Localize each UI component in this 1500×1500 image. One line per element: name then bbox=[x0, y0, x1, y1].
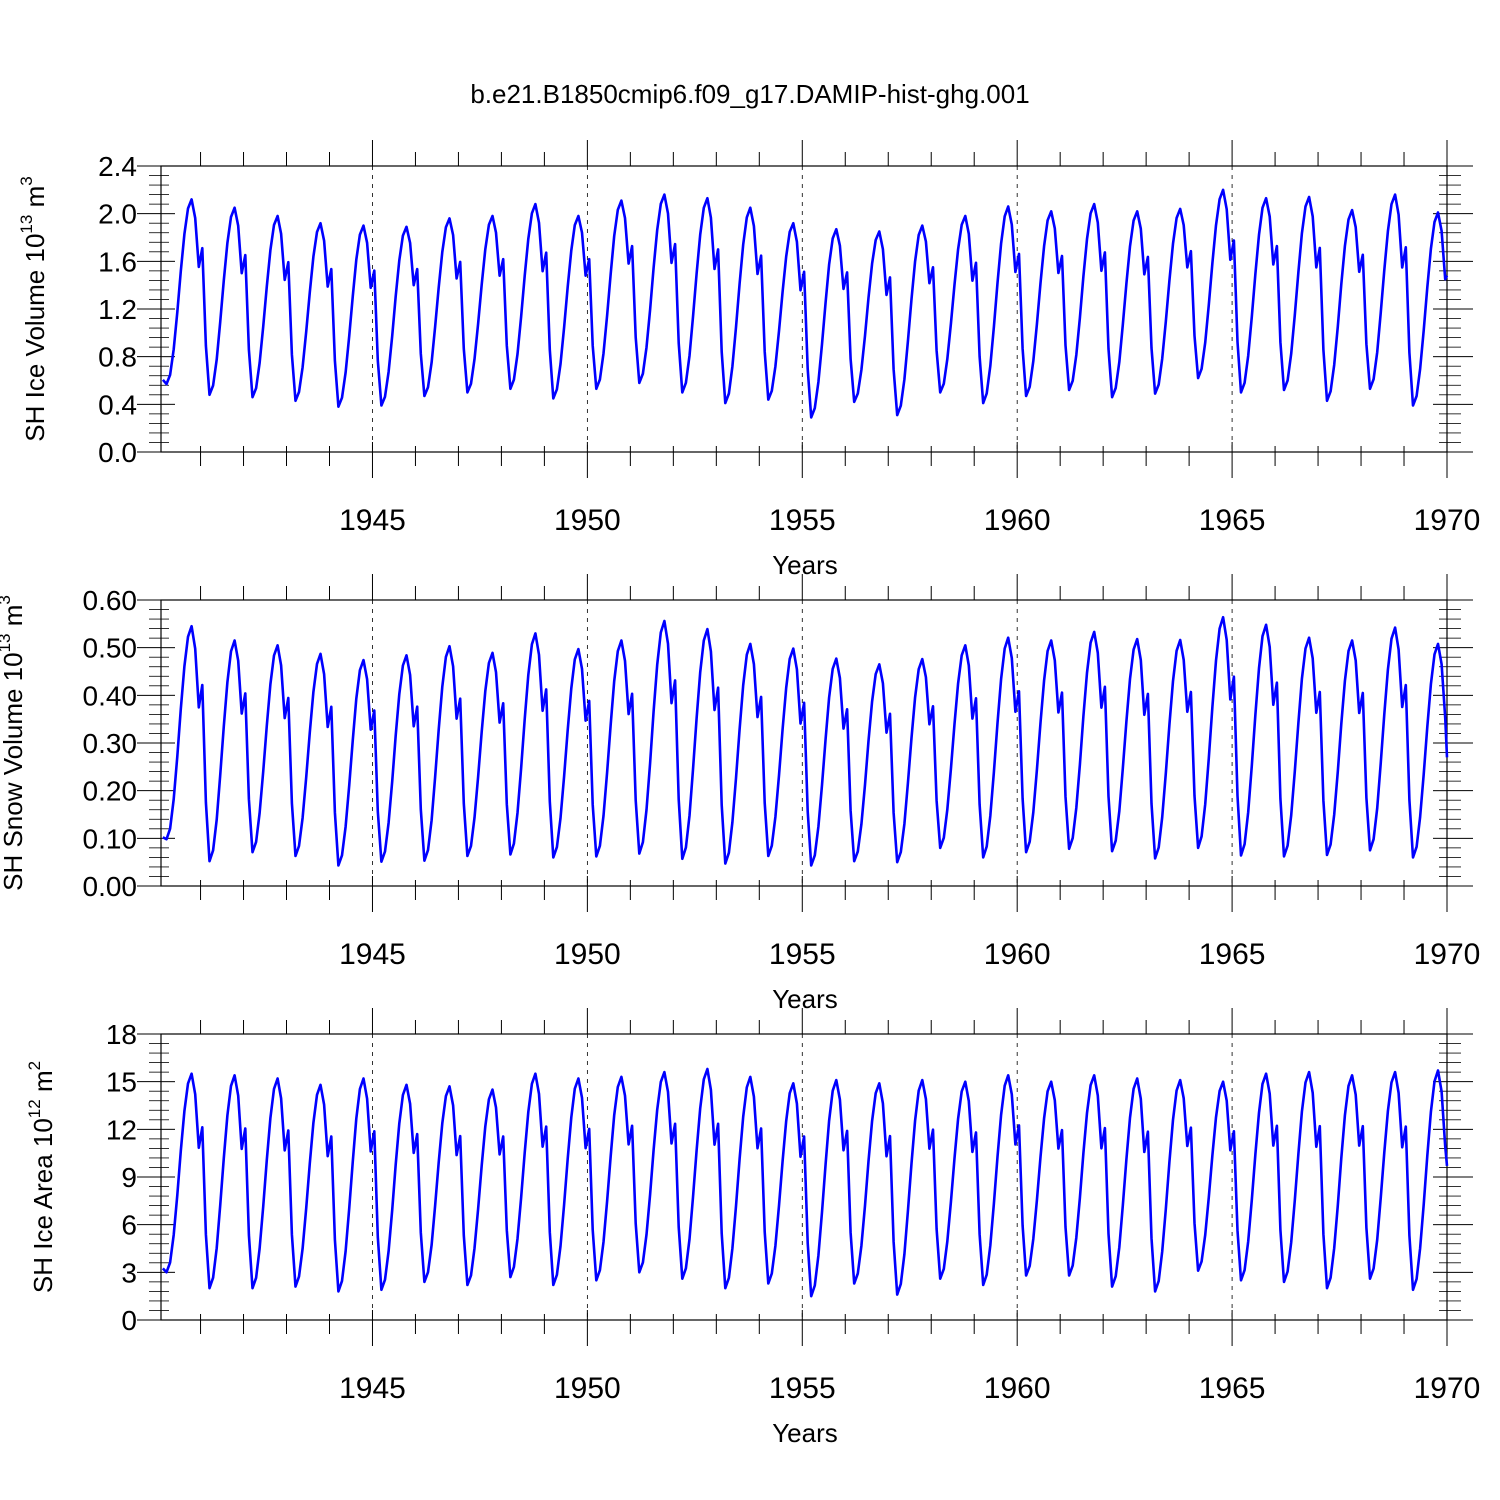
y-tick-label: 0.40 bbox=[83, 680, 138, 711]
x-tick-label: 1945 bbox=[339, 504, 406, 537]
series-line-sh-ice-area bbox=[161, 1067, 1449, 1298]
x-tick-label: 1950 bbox=[554, 938, 621, 971]
y-tick-label: 6 bbox=[121, 1210, 137, 1241]
panel-sh-snow-volume: 0.00 0.10 0.20 0.30 0.40 0.50 0.60 1945 1950 1955… bbox=[0, 574, 1480, 1014]
x-tick-label: 1960 bbox=[984, 504, 1051, 537]
y-tick-label: 0.00 bbox=[83, 871, 138, 902]
y-tick-label: 1.6 bbox=[98, 246, 137, 277]
y-tick-label: 9 bbox=[121, 1162, 137, 1193]
y-tick-label: 0 bbox=[121, 1305, 137, 1336]
y-tick-label: 1.2 bbox=[98, 294, 137, 325]
panel-sh-ice-area: 0 3 6 9 12 15 18 1945 1950 1955 1960 1965 1970 Years S… bbox=[25, 1008, 1480, 1448]
y-tick-label: 0.30 bbox=[83, 728, 138, 759]
y-tick-label: 0.60 bbox=[83, 585, 138, 616]
x-tick-label: 1970 bbox=[1414, 1372, 1481, 1405]
x-tick-label: 1950 bbox=[554, 1372, 621, 1405]
y-tick-label: 2.0 bbox=[98, 199, 137, 230]
y-tick-label: 0.8 bbox=[98, 342, 137, 373]
x-tick-label: 1965 bbox=[1199, 938, 1266, 971]
y-tick-label: 0.0 bbox=[98, 437, 137, 468]
y-axis-title: SH Snow Volume 1013 m3​ bbox=[0, 595, 28, 891]
y-axis-title: SH Ice Area 1012 m2​ bbox=[25, 1061, 58, 1293]
y-tick-label: 0.50 bbox=[83, 633, 138, 664]
x-tick-label: 1945 bbox=[339, 1372, 406, 1405]
x-tick-label: 1955 bbox=[769, 938, 836, 971]
y-tick-label: 18 bbox=[106, 1019, 137, 1050]
y-tick-label: 0.20 bbox=[83, 776, 138, 807]
series-line-sh-snow-volume bbox=[162, 615, 1449, 867]
x-axis-title: Years bbox=[772, 550, 838, 580]
figure-title: b.e21.B1850cmip6.f09_g17.DAMIP-hist-ghg.… bbox=[470, 79, 1029, 109]
y-tick-label: 3 bbox=[121, 1257, 137, 1288]
y-tick-label: 12 bbox=[106, 1114, 137, 1145]
panel-sh-ice-volume: 0.0 0.4 0.8 1.2 1.6 2.0 2.4 1945 1950 1955 1960 196… bbox=[17, 140, 1480, 580]
x-tick-label: 1970 bbox=[1414, 504, 1481, 537]
x-tick-label: 1950 bbox=[554, 504, 621, 537]
y-tick-label: 2.4 bbox=[98, 151, 137, 182]
y-axis-title: SH Ice Volume 1013 m3​ bbox=[17, 176, 50, 441]
x-tick-label: 1945 bbox=[339, 938, 406, 971]
series-line-sh-ice-volume bbox=[161, 188, 1449, 419]
x-tick-label: 1955 bbox=[769, 1372, 836, 1405]
plot-frame bbox=[160, 165, 1448, 453]
x-tick-label: 1955 bbox=[769, 504, 836, 537]
x-axis-title: Years bbox=[772, 984, 838, 1014]
y-tick-label: 15 bbox=[106, 1067, 137, 1098]
x-tick-label: 1970 bbox=[1414, 938, 1481, 971]
x-tick-label: 1960 bbox=[984, 1372, 1051, 1405]
x-axis-title: Years bbox=[772, 1418, 838, 1448]
x-tick-label: 1960 bbox=[984, 938, 1051, 971]
panels: 0.0 0.4 0.8 1.2 1.6 2.0 2.4 1945 1950 1955 1960 196… bbox=[0, 140, 1480, 1448]
y-tick-label: 0.10 bbox=[83, 823, 138, 854]
x-tick-label: 1965 bbox=[1199, 504, 1266, 537]
y-tick-label: 0.4 bbox=[98, 389, 137, 420]
x-tick-label: 1965 bbox=[1199, 1372, 1266, 1405]
